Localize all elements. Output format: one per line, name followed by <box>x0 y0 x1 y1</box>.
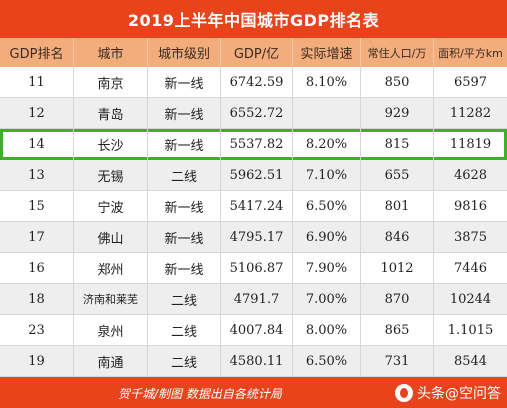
cell-gdp: 6552.72 <box>221 98 293 128</box>
cell-rank: 15 <box>0 191 74 221</box>
header-area: 面积/平方km <box>438 46 503 60</box>
cell-growth: 6.90% <box>293 222 361 252</box>
cell-growth: 7.10% <box>293 160 361 190</box>
cell-city: 郑州 <box>74 253 148 283</box>
table-row: 12 青岛 新一线 6552.72 929 11282 <box>0 98 507 129</box>
cell-growth: 8.10% <box>293 67 361 97</box>
cell-tier: 新一线 <box>148 67 221 97</box>
cell-growth: 7.90% <box>293 253 361 283</box>
cell-area: 6597 <box>453 74 488 90</box>
cell-city: 南京 <box>74 67 148 97</box>
header-growth: 实际增速 <box>293 38 361 67</box>
table-row: 13 无锡 二线 5962.51 7.10% 655 4628 <box>0 160 507 191</box>
cell-rank: 19 <box>0 346 74 376</box>
cell-city: 佛山 <box>74 222 148 252</box>
cell-growth: 6.50% <box>293 346 361 376</box>
table-row: 19 南通 二线 4580.11 6.50% 731 8544 <box>0 346 507 377</box>
table-row-highlighted: 14 长沙 新一线 5537.82 8.20% 815 11819 <box>0 129 507 160</box>
table-title: 2019上半年中国城市GDP排名表 <box>0 0 507 38</box>
footer: 贺千城/制图 数据出自各统计局 头条@空问答 <box>0 377 507 408</box>
cell-city: 无锡 <box>74 160 148 190</box>
cell-city: 泉州 <box>74 315 148 345</box>
cell-population: 815 <box>361 129 434 160</box>
cell-population: 801 <box>361 191 434 221</box>
table-row: 18 济南和莱芜 二线 4791.7 7.00% 870 10244 <box>0 284 507 315</box>
cell-gdp: 6742.59 <box>221 67 293 97</box>
cell-population: 929 <box>361 98 434 128</box>
cell-area: 1.1015 <box>447 322 494 338</box>
brand-logo-icon <box>395 384 413 402</box>
cell-tier: 二线 <box>148 346 221 376</box>
cell-area: 8544 <box>453 353 488 369</box>
cell-rank: 18 <box>0 284 74 314</box>
footer-note: 贺千城/制图 数据出自各统计局 <box>118 387 282 401</box>
header-city: 城市 <box>74 38 148 67</box>
cell-city: 南通 <box>74 346 148 376</box>
cell-city: 青岛 <box>74 98 148 128</box>
table-header: GDP排名 城市 城市级别 GDP/亿 实际增速 常住人口/万 面积/平方km <box>0 38 507 67</box>
cell-gdp: 4007.84 <box>221 315 293 345</box>
cell-gdp: 5417.24 <box>221 191 293 221</box>
cell-tier: 新一线 <box>148 191 221 221</box>
cell-gdp: 4795.17 <box>221 222 293 252</box>
cell-area: 3875 <box>453 229 488 245</box>
cell-tier: 二线 <box>148 315 221 345</box>
cell-city: 宁波 <box>74 191 148 221</box>
header-population: 常住人口/万 <box>361 38 434 67</box>
cell-gdp: 5106.87 <box>221 253 293 283</box>
cell-rank: 23 <box>0 315 74 345</box>
cell-growth <box>293 98 361 128</box>
table-row: 16 郑州 新一线 5106.87 7.90% 1012 7446 <box>0 253 507 284</box>
cell-area: 11819 <box>449 137 492 152</box>
cell-tier: 新一线 <box>148 98 221 128</box>
cell-rank: 11 <box>0 67 74 97</box>
cell-area: 9816 <box>453 198 488 214</box>
cell-tier: 新一线 <box>148 253 221 283</box>
cell-area: 4628 <box>453 167 488 183</box>
cell-rank: 14 <box>0 129 74 160</box>
cell-tier: 二线 <box>148 284 221 314</box>
cell-rank: 12 <box>0 98 74 128</box>
cell-population: 870 <box>361 284 434 314</box>
cell-tier: 二线 <box>148 160 221 190</box>
cell-population: 846 <box>361 222 434 252</box>
header-gdp-rank: GDP排名 <box>0 38 74 67</box>
table-row: 17 佛山 新一线 4795.17 6.90% 846 3875 <box>0 222 507 253</box>
cell-gdp: 5537.82 <box>221 129 293 160</box>
cell-growth: 6.50% <box>293 191 361 221</box>
header-gdp: GDP/亿 <box>221 38 293 67</box>
cell-rank: 13 <box>0 160 74 190</box>
cell-area: 11282 <box>449 105 492 121</box>
table-row: 11 南京 新一线 6742.59 8.10% 850 6597 <box>0 67 507 98</box>
watermark: 头条@空问答 <box>395 383 501 403</box>
cell-city: 长沙 <box>74 129 148 160</box>
cell-tier: 新一线 <box>148 222 221 252</box>
cell-population: 865 <box>361 315 434 345</box>
table-row: 23 泉州 二线 4007.84 8.00% 865 1.1015 <box>0 315 507 346</box>
cell-gdp: 5962.51 <box>221 160 293 190</box>
table-row: 15 宁波 新一线 5417.24 6.50% 801 9816 <box>0 191 507 222</box>
cell-area: 7446 <box>453 260 488 276</box>
cell-rank: 17 <box>0 222 74 252</box>
cell-area: 10244 <box>449 291 492 307</box>
cell-growth: 8.00% <box>293 315 361 345</box>
header-city-tier: 城市级别 <box>148 38 221 67</box>
cell-gdp: 4791.7 <box>221 284 293 314</box>
cell-growth: 8.20% <box>293 129 361 160</box>
watermark-text: 头条@空问答 <box>417 386 501 402</box>
cell-population: 655 <box>361 160 434 190</box>
cell-population: 1012 <box>361 253 434 283</box>
cell-growth: 7.00% <box>293 284 361 314</box>
cell-city: 济南和莱芜 <box>74 284 148 314</box>
cell-gdp: 4580.11 <box>221 346 293 376</box>
cell-population: 731 <box>361 346 434 376</box>
cell-tier: 新一线 <box>148 129 221 160</box>
cell-rank: 16 <box>0 253 74 283</box>
cell-population: 850 <box>361 67 434 97</box>
